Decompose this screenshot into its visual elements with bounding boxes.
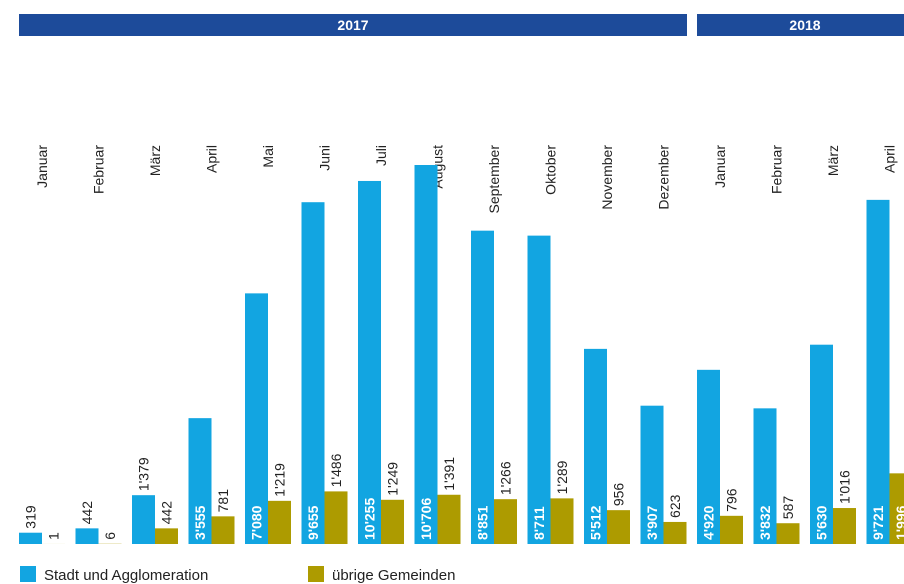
value-label: 8'711 <box>531 506 547 540</box>
value-label: 10'255 <box>362 498 378 540</box>
legend-swatch <box>20 566 36 582</box>
value-label: 10'706 <box>418 498 434 540</box>
year-header <box>19 14 687 36</box>
value-label: 1'996 <box>893 505 904 540</box>
bar <box>833 508 856 544</box>
bar <box>437 494 461 544</box>
value-label: 1'249 <box>385 462 401 496</box>
value-label: 796 <box>724 488 740 512</box>
year-header <box>697 14 904 36</box>
bar <box>155 528 178 544</box>
bar <box>697 369 720 544</box>
bar <box>414 165 438 544</box>
value-label: 442 <box>79 501 95 525</box>
x-tick-label: November <box>599 145 615 210</box>
value-label: 623 <box>667 494 683 518</box>
bar <box>132 495 155 544</box>
value-label: 9'655 <box>305 505 321 540</box>
value-label: 442 <box>159 501 175 525</box>
bar <box>301 202 325 544</box>
bar <box>753 408 777 544</box>
x-tick-label: Oktober <box>543 145 559 195</box>
bar <box>471 230 494 544</box>
value-label: 1'219 <box>272 463 288 497</box>
x-tick-label: April <box>204 145 220 173</box>
x-tick-label: Januar <box>34 145 50 188</box>
x-tick-label: Februar <box>769 145 785 194</box>
x-tick-label: Mai <box>260 145 276 168</box>
bar <box>720 515 743 544</box>
bar <box>188 418 212 544</box>
value-label: 3'907 <box>644 505 660 540</box>
x-tick-label: März <box>147 145 163 176</box>
bar <box>866 199 890 545</box>
bar <box>527 235 551 544</box>
legend-swatch <box>308 566 324 582</box>
bar <box>358 180 381 545</box>
value-label: 319 <box>23 505 39 529</box>
bar <box>75 528 99 544</box>
value-label: 5'630 <box>814 505 830 540</box>
x-tick-label: Dezember <box>656 145 672 210</box>
x-tick-label: Juli <box>373 145 389 166</box>
bar <box>607 510 630 544</box>
x-tick-label: Februar <box>91 145 107 194</box>
year-label: 2017 <box>337 17 368 33</box>
value-label: 1'289 <box>554 460 570 494</box>
value-label: 9'721 <box>870 505 886 540</box>
bar <box>584 348 607 544</box>
value-label: 1 <box>46 532 62 540</box>
bar <box>324 491 348 544</box>
value-label: 587 <box>780 496 796 520</box>
bar <box>211 516 235 544</box>
legend-label: Stadt und Agglomeration <box>44 567 208 584</box>
legend-label: übrige Gemeinden <box>332 567 455 584</box>
bar <box>381 499 404 544</box>
value-label: 6 <box>102 532 118 540</box>
value-label: 1'266 <box>498 461 514 495</box>
bar <box>776 523 800 544</box>
value-label: 1'379 <box>136 457 152 491</box>
bar <box>889 473 904 544</box>
x-tick-label: März <box>825 145 841 176</box>
value-label: 8'851 <box>475 505 491 540</box>
value-label: 3'832 <box>757 505 773 540</box>
value-label: 956 <box>611 483 627 507</box>
bar <box>550 498 574 544</box>
bar <box>494 499 517 544</box>
value-label: 1'016 <box>837 470 853 504</box>
value-label: 1'486 <box>328 453 344 487</box>
value-label: 1'391 <box>441 457 457 491</box>
year-label: 2018 <box>789 17 820 33</box>
bar <box>810 344 833 544</box>
value-label: 781 <box>215 489 231 513</box>
bar <box>268 500 291 544</box>
x-tick-label: Januar <box>712 145 728 188</box>
x-tick-label: Juni <box>317 145 333 171</box>
value-label: 5'512 <box>588 505 604 540</box>
bar <box>245 293 268 544</box>
bar <box>19 532 42 544</box>
bar <box>663 521 687 544</box>
x-tick-label: April <box>882 145 898 173</box>
value-label: 7'080 <box>249 505 265 540</box>
value-label: 4'920 <box>701 505 717 540</box>
value-label: 3'555 <box>192 505 208 540</box>
bar <box>640 405 664 544</box>
x-tick-label: September <box>486 145 502 214</box>
